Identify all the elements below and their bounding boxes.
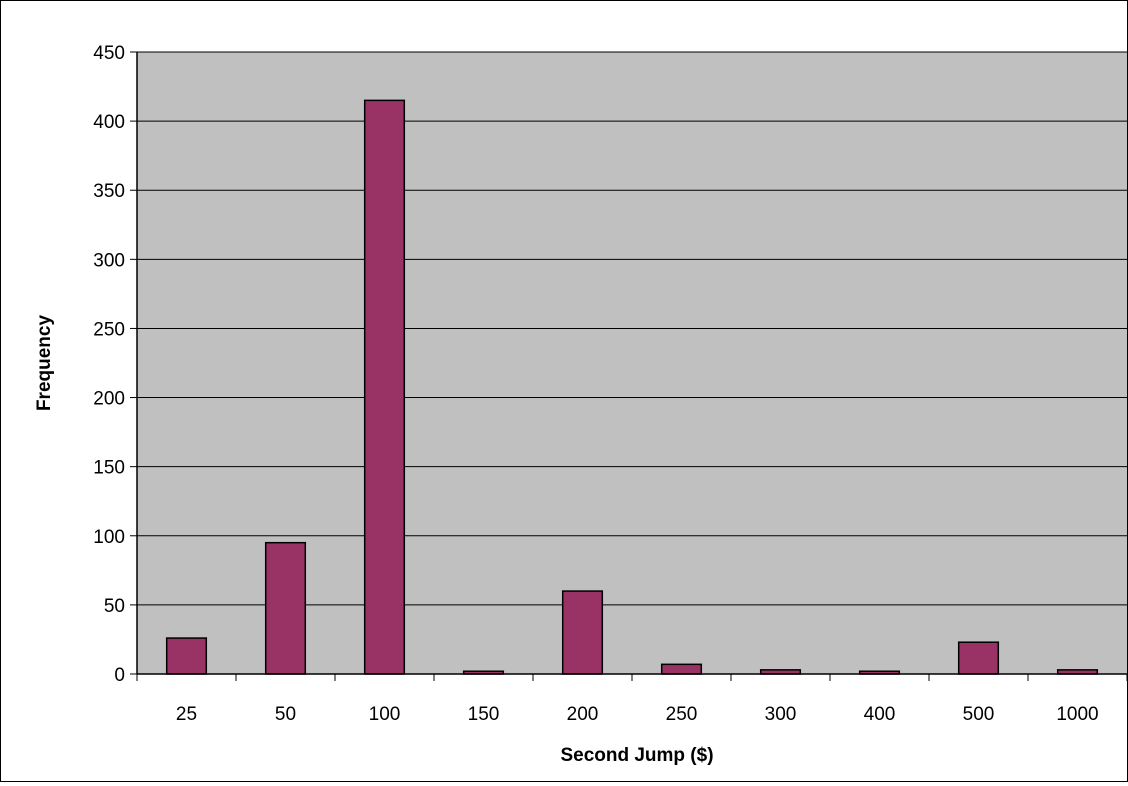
x-tick-labels: 25 50 100 150 200 250 300 400 500 1000 [136,674,1128,725]
y-tick-label: 0 [114,665,125,686]
x-axis-title: Second Jump ($) [560,745,713,766]
y-tick-label: 50 [104,596,125,617]
x-tick-label: 300 [765,704,797,725]
y-tick-label: 300 [93,250,125,271]
y-tick-label: 200 [93,389,125,410]
bar-500 [957,641,1000,675]
x-tick-label: 50 [275,704,296,725]
y-tick-labels: 0 50 100 150 200 250 300 350 400 450 [93,43,137,686]
x-tick-label: 500 [963,704,995,725]
bar-200 [561,590,604,675]
x-tick-label: 25 [176,704,197,725]
bar-250 [660,663,703,675]
y-tick-label: 150 [93,458,125,479]
x-tick-label: 100 [369,704,401,725]
y-axis-title: Frequency [34,315,55,412]
bar-25 [165,637,208,675]
x-tick-label: 200 [567,704,599,725]
bars [165,99,1099,675]
x-tick-label: 400 [864,704,896,725]
y-tick-label: 400 [93,112,125,133]
x-tick-label: 150 [468,704,500,725]
bar-50 [264,541,307,675]
y-tick-label: 250 [93,319,125,340]
y-tick-label: 100 [93,527,125,548]
x-tick-label: 250 [666,704,698,725]
y-tick-label: 450 [93,43,125,64]
x-tick-label: 1000 [1056,704,1098,725]
y-tick-label: 350 [93,181,125,202]
bar-100 [363,99,406,675]
